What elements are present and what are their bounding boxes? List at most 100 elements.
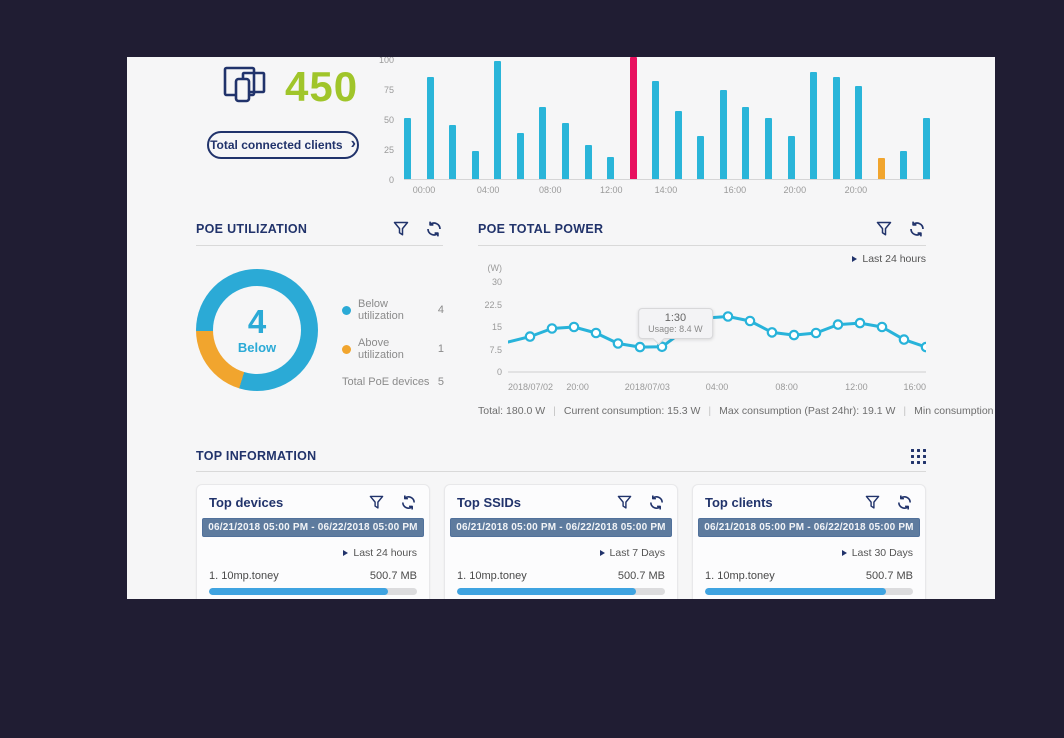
- bar[interactable]: [719, 89, 727, 179]
- line-point[interactable]: [876, 321, 888, 333]
- line-point[interactable]: [568, 321, 580, 333]
- x-tick-label: 12:00: [845, 382, 868, 392]
- line-point[interactable]: [546, 323, 558, 334]
- total-connected-clients-button[interactable]: Total connected clients ›: [207, 131, 359, 159]
- poe-utilization-section: POE UTILIZATION 4 Below: [196, 220, 444, 460]
- line-point[interactable]: [788, 329, 800, 341]
- bar[interactable]: [607, 157, 615, 179]
- bar[interactable]: [832, 76, 840, 179]
- bar[interactable]: [877, 158, 885, 179]
- x-tick-label: 12:00: [599, 185, 623, 195]
- clients-bar-chart-bars[interactable]: [404, 57, 930, 180]
- line-point[interactable]: [898, 334, 910, 345]
- grid-menu-icon[interactable]: [911, 449, 926, 464]
- top-information-header: TOP INFORMATION: [196, 449, 926, 472]
- y-tick-label: 100: [378, 57, 394, 65]
- bar[interactable]: [471, 150, 479, 179]
- power-chart-xaxis: 2018/07/02 20:00 2018/07/03 04:00 08:00 12:00…: [508, 382, 926, 396]
- line-point[interactable]: [634, 341, 646, 353]
- bar[interactable]: [855, 86, 863, 179]
- line-point[interactable]: [722, 311, 734, 322]
- legend-item-total: Total PoE devices 5: [342, 376, 444, 388]
- connected-clients-summary: 450: [223, 63, 358, 111]
- devices-icon: [223, 66, 266, 103]
- bar[interactable]: [539, 107, 547, 179]
- power-range-selector[interactable]: Last 24 hours: [478, 251, 926, 267]
- line-point[interactable]: [766, 327, 778, 338]
- bar[interactable]: [561, 122, 569, 179]
- y-tick-label: 0: [496, 367, 502, 377]
- bar[interactable]: [765, 118, 772, 179]
- date-range-banner[interactable]: 06/21/2018 05:00 PM - 06/22/2018 05:00 P…: [202, 517, 424, 537]
- bar[interactable]: [742, 107, 750, 179]
- total-poe-value: 5: [437, 376, 444, 388]
- poe-donut-ring[interactable]: 4 Below: [196, 269, 318, 391]
- poe-total-power-header: POE TOTAL POWER: [478, 220, 926, 246]
- filter-icon[interactable]: [876, 221, 892, 237]
- bar[interactable]: [652, 81, 660, 179]
- bar[interactable]: [404, 118, 411, 179]
- stat-min: Min consumption (Past 24hr): 1.3 W: [914, 405, 995, 417]
- line-point[interactable]: [854, 317, 866, 329]
- usage-progress-fill: [209, 587, 388, 595]
- card-range-selector[interactable]: Last 7 Days: [445, 545, 677, 561]
- refresh-icon[interactable]: [425, 220, 443, 238]
- y-tick-label: 7.5: [489, 344, 502, 355]
- bar[interactable]: [922, 118, 930, 179]
- card-range-label: Last 24 hours: [353, 546, 417, 559]
- x-tick-label: 08:00: [538, 185, 562, 195]
- filter-icon[interactable]: [369, 495, 384, 510]
- top-information-section: TOP INFORMATION Top devices 06/21/2018 0…: [196, 449, 926, 599]
- bar[interactable]: [697, 136, 705, 179]
- refresh-icon[interactable]: [400, 494, 417, 511]
- card-range-selector[interactable]: Last 30 Days: [693, 545, 925, 561]
- usage-item-name: 1. 10mp.toney: [457, 569, 527, 582]
- tooltip-usage: Usage: 8.4 W: [648, 323, 703, 334]
- usage-progress-fill: [705, 587, 886, 595]
- y-tick-label: 25: [383, 145, 394, 155]
- top-information-cards: Top devices 06/21/2018 05:00 PM - 06/22/…: [196, 483, 926, 599]
- bar[interactable]: [584, 144, 592, 179]
- filter-icon[interactable]: [865, 495, 880, 510]
- usage-progress-track: [457, 587, 665, 595]
- card-range-selector[interactable]: Last 24 hours: [197, 545, 429, 561]
- y-tick-label: 15: [491, 322, 502, 332]
- y-tick-label: 50: [383, 115, 394, 125]
- bar[interactable]: [787, 136, 795, 179]
- card-title: Top devices: [209, 494, 284, 510]
- total-poe-label: Total PoE devices: [342, 376, 430, 388]
- usage-item-value: 500.7 MB: [617, 569, 665, 582]
- bar[interactable]: [629, 57, 637, 179]
- bar[interactable]: [810, 71, 818, 179]
- stat-total: Total: 180.0 W: [478, 405, 546, 417]
- bar[interactable]: [674, 110, 682, 179]
- poe-utilization-header: POE UTILIZATION: [196, 220, 443, 246]
- line-point[interactable]: [810, 327, 822, 339]
- bar[interactable]: [494, 60, 502, 179]
- usage-item-value: 500.7 MB: [865, 569, 913, 582]
- line-point[interactable]: [744, 315, 756, 327]
- line-point[interactable]: [524, 331, 536, 342]
- bar[interactable]: [426, 76, 434, 179]
- line-point[interactable]: [590, 327, 602, 339]
- date-range-banner[interactable]: 06/21/2018 05:00 PM - 06/22/2018 05:00 P…: [698, 517, 920, 537]
- line-point[interactable]: [612, 338, 624, 349]
- filter-icon[interactable]: [393, 221, 409, 237]
- bar[interactable]: [449, 125, 457, 179]
- filter-icon[interactable]: [617, 495, 632, 510]
- line-point[interactable]: [920, 341, 932, 353]
- poe-total-power-section: POE TOTAL POWER Last 24 hours: [478, 220, 995, 417]
- power-line-chart[interactable]: (W) 30 22.5 15 7.5 0 1:30 Usage: 8.4 W: [478, 263, 932, 382]
- top-information-title: TOP INFORMATION: [196, 449, 317, 464]
- date-range-banner[interactable]: 06/21/2018 05:00 PM - 06/22/2018 05:00 P…: [450, 517, 672, 537]
- bar[interactable]: [900, 150, 908, 179]
- bar[interactable]: [516, 132, 524, 179]
- refresh-icon[interactable]: [648, 494, 665, 511]
- stat-max: Max consumption (Past 24hr): 19.1 W: [719, 405, 896, 417]
- line-point[interactable]: [832, 319, 844, 330]
- refresh-icon[interactable]: [908, 220, 926, 238]
- power-line-svg: [506, 311, 932, 373]
- line-point[interactable]: [656, 341, 668, 353]
- refresh-icon[interactable]: [896, 494, 913, 511]
